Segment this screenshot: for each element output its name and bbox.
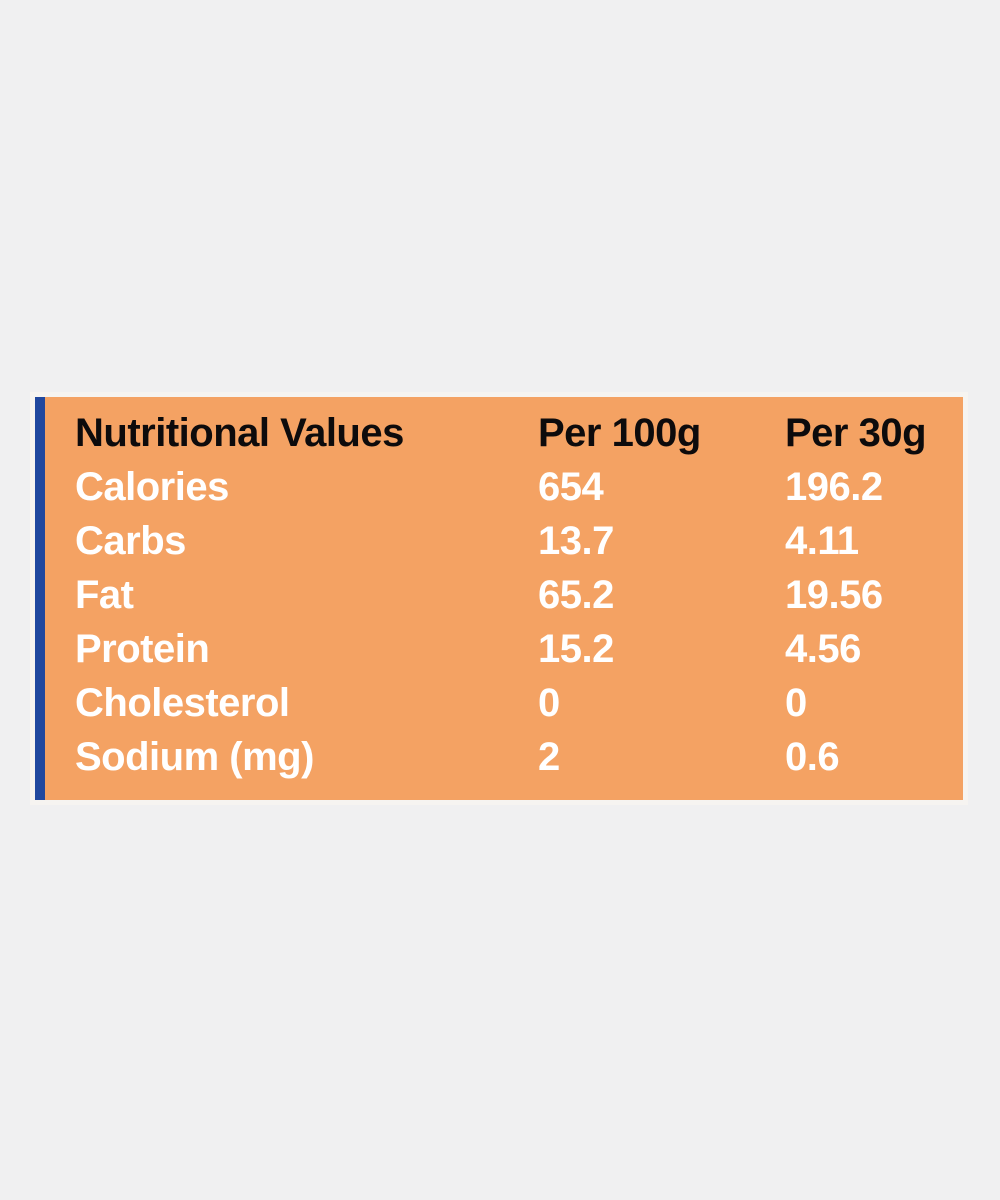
row-fat-per-30g: 19.56 <box>785 573 883 617</box>
row-carbs-per-100g: 13.7 <box>538 519 614 563</box>
row-sodium-label: Sodium (mg) <box>75 735 314 779</box>
column-header-per-100g: Per 100g <box>538 411 701 455</box>
row-fat-per-100g: 65.2 <box>538 573 614 617</box>
row-calories-label: Calories <box>75 465 229 509</box>
table-title: Nutritional Values <box>75 411 404 455</box>
row-fat-label: Fat <box>75 573 134 617</box>
row-calories-per-30g: 196.2 <box>785 465 883 509</box>
row-sodium-per-100g: 2 <box>538 735 560 779</box>
row-cholesterol-per-30g: 0 <box>785 681 807 725</box>
row-protein-per-30g: 4.56 <box>785 627 861 671</box>
nutrition-panel: Nutritional Values Per 100g Per 30g Calo… <box>35 397 963 800</box>
row-sodium-per-30g: 0.6 <box>785 735 840 779</box>
nutrition-table: Nutritional Values Per 100g Per 30g Calo… <box>45 397 963 800</box>
left-accent-bar <box>35 397 45 800</box>
column-header-per-30g: Per 30g <box>785 411 927 455</box>
row-calories-per-100g: 654 <box>538 465 604 509</box>
row-cholesterol-per-100g: 0 <box>538 681 560 725</box>
row-protein-label: Protein <box>75 627 210 671</box>
row-protein-per-100g: 15.2 <box>538 627 614 671</box>
row-carbs-per-30g: 4.11 <box>785 519 859 563</box>
row-cholesterol-label: Cholesterol <box>75 681 290 725</box>
row-carbs-label: Carbs <box>75 519 186 563</box>
